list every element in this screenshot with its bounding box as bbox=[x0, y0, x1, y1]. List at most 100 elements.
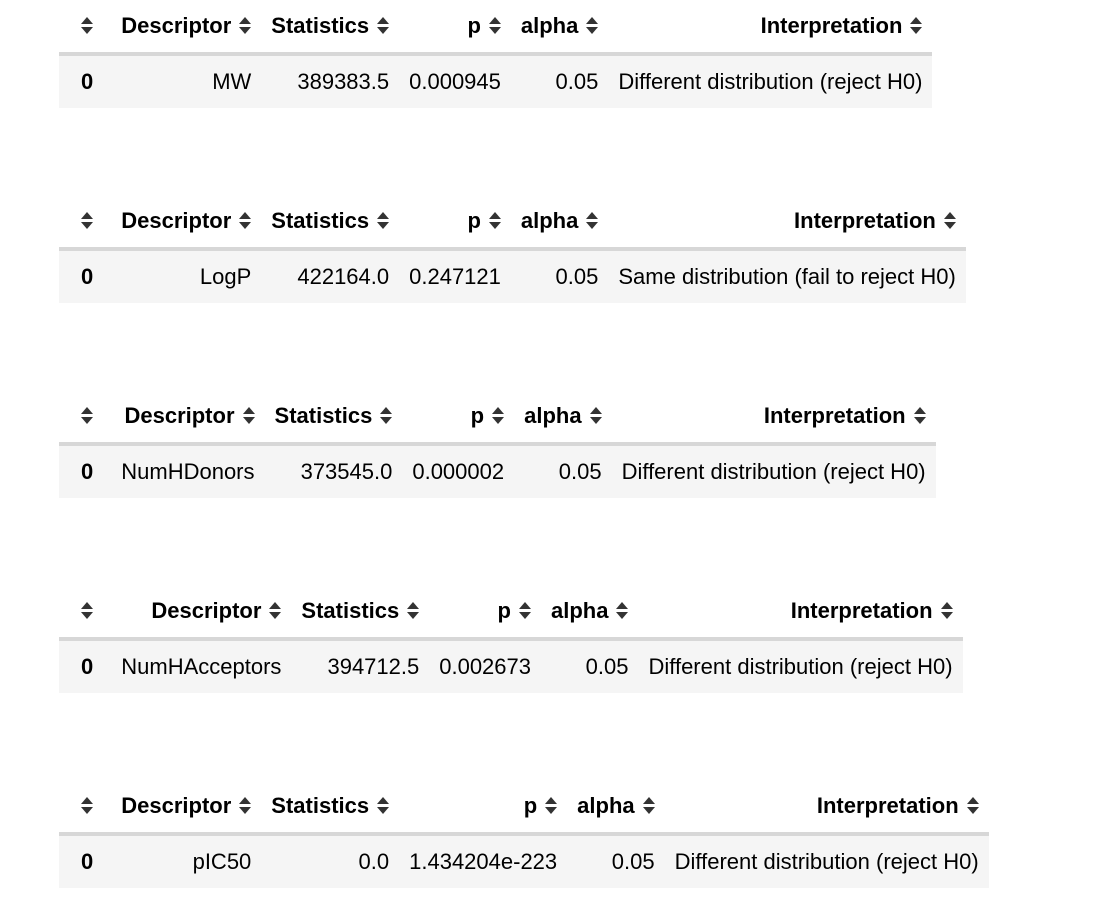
sort-arrows-icon[interactable] bbox=[913, 407, 926, 425]
column-header-alpha[interactable]: alpha bbox=[567, 780, 664, 834]
index-header[interactable] bbox=[59, 390, 111, 444]
cell-statistics: 0.0 bbox=[358, 849, 390, 874]
sort-arrows-icon[interactable] bbox=[81, 602, 94, 620]
column-header-descriptor[interactable]: Descriptor bbox=[111, 585, 291, 639]
column-label: Statistics bbox=[271, 208, 370, 233]
column-label: Statistics bbox=[271, 793, 370, 818]
sort-arrows-icon[interactable] bbox=[586, 212, 599, 230]
column-label: alpha bbox=[577, 793, 635, 818]
sort-arrows-icon[interactable] bbox=[910, 17, 923, 35]
column-header-interpretation[interactable]: Interpretation bbox=[608, 195, 965, 249]
column-header-statistics[interactable]: Statistics bbox=[265, 390, 403, 444]
column-header-descriptor[interactable]: Descriptor bbox=[111, 0, 261, 54]
index-header[interactable] bbox=[59, 585, 111, 639]
sort-arrows-icon[interactable] bbox=[492, 407, 505, 425]
cell-statistics: 373545.0 bbox=[300, 459, 393, 484]
sort-arrows-icon[interactable] bbox=[377, 17, 390, 35]
column-label: alpha bbox=[520, 13, 579, 38]
column-label: Statistics bbox=[274, 403, 373, 428]
cell-p: 0.247121 bbox=[409, 264, 501, 289]
sort-arrows-icon[interactable] bbox=[81, 17, 94, 35]
sort-arrows-icon[interactable] bbox=[642, 797, 655, 815]
column-label: alpha bbox=[524, 403, 582, 428]
column-header-statistics[interactable]: Statistics bbox=[291, 585, 429, 639]
sort-arrows-icon[interactable] bbox=[940, 602, 953, 620]
cell-descriptor: NumHAcceptors bbox=[121, 654, 282, 679]
cell-descriptor: MW bbox=[212, 69, 252, 94]
column-label: p bbox=[470, 403, 485, 428]
column-header-interpretation[interactable]: Interpretation bbox=[612, 390, 936, 444]
sort-arrows-icon[interactable] bbox=[488, 212, 501, 230]
column-label: alpha bbox=[520, 208, 579, 233]
cell-descriptor: LogP bbox=[199, 264, 252, 289]
sort-arrows-icon[interactable] bbox=[407, 602, 420, 620]
cell-interpretation: Different distribution (reject H0) bbox=[674, 849, 979, 874]
column-header-interpretation[interactable]: Interpretation bbox=[608, 0, 932, 54]
column-label: Statistics bbox=[271, 13, 370, 38]
index-header[interactable] bbox=[59, 0, 111, 54]
sort-arrows-icon[interactable] bbox=[81, 407, 94, 425]
cell-interpretation: Same distribution (fail to reject H0) bbox=[618, 264, 956, 289]
dataframe-numhacceptors: Descriptor Statistics p alpha Interpreta… bbox=[59, 585, 963, 693]
dataframe-logp: Descriptor Statistics p alpha Interpreta… bbox=[59, 195, 966, 303]
column-header-alpha[interactable]: alpha bbox=[514, 390, 611, 444]
column-header-interpretation[interactable]: Interpretation bbox=[665, 780, 989, 834]
sort-arrows-icon[interactable] bbox=[616, 602, 629, 620]
sort-arrows-icon[interactable] bbox=[966, 797, 979, 815]
column-header-statistics[interactable]: Statistics bbox=[261, 780, 399, 834]
sort-arrows-icon[interactable] bbox=[239, 212, 252, 230]
sort-arrows-icon[interactable] bbox=[519, 602, 531, 620]
column-header-p[interactable]: p bbox=[399, 195, 511, 249]
sort-arrows-icon[interactable] bbox=[242, 407, 255, 425]
column-label: Interpretation bbox=[760, 13, 903, 38]
cell-alpha: 0.05 bbox=[558, 459, 602, 484]
sort-arrows-icon[interactable] bbox=[81, 212, 94, 230]
sort-arrows-icon[interactable] bbox=[380, 407, 393, 425]
column-header-descriptor[interactable]: Descriptor bbox=[111, 780, 261, 834]
sort-arrows-icon[interactable] bbox=[239, 17, 252, 35]
sort-arrows-icon[interactable] bbox=[589, 407, 602, 425]
row-index: 0 bbox=[81, 459, 94, 484]
column-header-p[interactable]: p bbox=[429, 585, 541, 639]
cell-interpretation: Different distribution (reject H0) bbox=[618, 69, 923, 94]
column-header-descriptor[interactable]: Descriptor bbox=[111, 195, 261, 249]
index-header[interactable] bbox=[59, 195, 111, 249]
sort-arrows-icon[interactable] bbox=[377, 212, 390, 230]
sort-arrows-icon[interactable] bbox=[488, 17, 501, 35]
sort-arrows-icon[interactable] bbox=[586, 17, 599, 35]
column-label: Interpretation bbox=[763, 403, 906, 428]
column-header-alpha[interactable]: alpha bbox=[541, 585, 638, 639]
sort-arrows-icon[interactable] bbox=[239, 797, 252, 815]
column-header-descriptor[interactable]: Descriptor bbox=[111, 390, 264, 444]
cell-p: 0.000002 bbox=[412, 459, 505, 484]
column-header-p[interactable]: p bbox=[399, 0, 511, 54]
index-header[interactable] bbox=[59, 780, 111, 834]
header-row: Descriptor Statistics p alpha Interpreta… bbox=[59, 0, 933, 54]
column-label: Interpretation bbox=[816, 793, 959, 818]
sort-arrows-icon[interactable] bbox=[943, 212, 956, 230]
table-row: 0 NumHAcceptors 394712.5 0.002673 0.05 D… bbox=[59, 639, 963, 693]
sort-arrows-icon[interactable] bbox=[545, 797, 558, 815]
column-header-interpretation[interactable]: Interpretation bbox=[638, 585, 962, 639]
results-table: Descriptor Statistics p alpha Interpreta… bbox=[59, 390, 936, 498]
column-header-alpha[interactable]: alpha bbox=[511, 0, 608, 54]
cell-p: 1.434204e-223 bbox=[409, 849, 558, 874]
column-header-statistics[interactable]: Statistics bbox=[261, 0, 399, 54]
sort-arrows-icon[interactable] bbox=[377, 797, 390, 815]
table-row: 0 LogP 422164.0 0.247121 0.05 Same distr… bbox=[59, 249, 966, 303]
results-table: Descriptor Statistics p alpha Interpreta… bbox=[59, 585, 963, 693]
cell-p: 0.000945 bbox=[409, 69, 501, 94]
column-header-p[interactable]: p bbox=[402, 390, 514, 444]
column-header-p[interactable]: p bbox=[399, 780, 567, 834]
column-header-alpha[interactable]: alpha bbox=[511, 195, 608, 249]
results-table: Descriptor Statistics p alpha Interpreta… bbox=[59, 195, 966, 303]
cell-alpha: 0.05 bbox=[555, 69, 599, 94]
row-index: 0 bbox=[81, 654, 94, 679]
sort-arrows-icon[interactable] bbox=[81, 797, 94, 815]
cell-interpretation: Different distribution (reject H0) bbox=[621, 459, 926, 484]
column-label: p bbox=[523, 793, 538, 818]
cell-interpretation: Different distribution (reject H0) bbox=[648, 654, 953, 679]
column-header-statistics[interactable]: Statistics bbox=[261, 195, 399, 249]
sort-arrows-icon[interactable] bbox=[269, 602, 282, 620]
